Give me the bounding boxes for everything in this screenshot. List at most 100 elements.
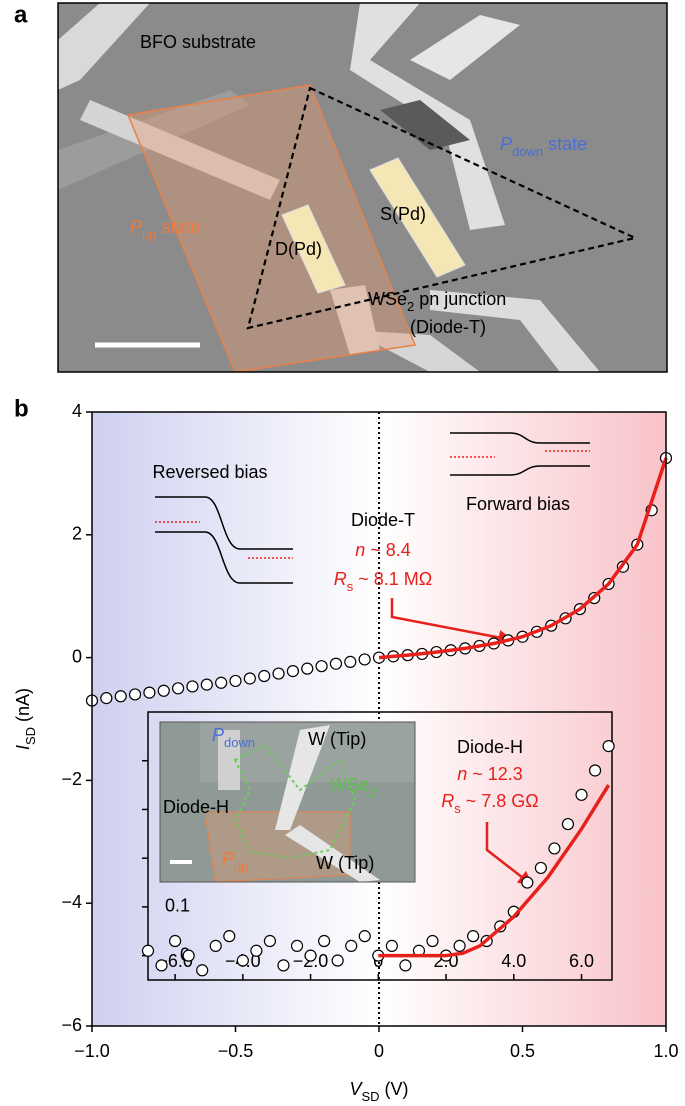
x-tick-label: 4.0 [501, 951, 526, 971]
annotation-part: n [355, 540, 365, 560]
data-point [157, 684, 170, 697]
data-point [548, 842, 561, 855]
micrograph-frame [57, 2, 668, 373]
data-point [575, 788, 588, 801]
data-point [534, 861, 547, 875]
annotation-arrow [390, 598, 534, 886]
data-point [399, 959, 412, 972]
label-part: up [142, 227, 156, 242]
data-point [602, 740, 615, 753]
label-part: P [212, 725, 224, 745]
panel-label: a [14, 1, 28, 28]
data-point [290, 939, 304, 952]
y-tick-label: −2 [61, 769, 82, 789]
inset-micrograph-frame [159, 721, 416, 883]
label-part: pn junction [414, 289, 506, 309]
x-axis-label-part: (V) [380, 1079, 409, 1099]
fit-line [378, 457, 668, 660]
data-point [258, 669, 271, 683]
data-point [172, 682, 185, 695]
label: WSe2 [330, 775, 376, 800]
data-point [250, 944, 263, 957]
y-axis-label: ISD (nA) [13, 688, 38, 750]
label-part: P [130, 217, 142, 237]
data-point [358, 653, 371, 666]
label-part: 2 [369, 785, 376, 800]
x-axis-label-part: SD [361, 1089, 379, 1104]
label-part: state [543, 134, 587, 154]
label: Pdown state [500, 134, 587, 159]
y-axis-label-part: I [13, 745, 33, 750]
x-tick-label: −1.0 [74, 1041, 110, 1061]
y-tick-label: −4 [61, 892, 82, 912]
data-point [100, 692, 113, 705]
label-part: WSe [368, 289, 407, 309]
data-point [318, 934, 331, 948]
data-point [272, 667, 285, 680]
annotation: Reversed bias [152, 462, 267, 482]
annotation-part: s [454, 801, 461, 816]
data-point [521, 876, 534, 889]
annotation: Diode-T [351, 510, 415, 530]
inset-micrograph [160, 722, 415, 882]
annotation-part: ~ 8.1 MΩ [353, 569, 432, 589]
annotation: Rs ~ 8.1 MΩ [334, 569, 433, 594]
data-point [229, 674, 242, 688]
inset-frame [147, 711, 613, 981]
annotation: Diode-H [457, 737, 523, 757]
panel-label: b [14, 395, 29, 422]
label: W (Tip) [316, 853, 374, 873]
plot-frame [91, 411, 667, 1027]
data-point [236, 954, 249, 967]
label-part: state [156, 217, 200, 237]
data-point [344, 655, 357, 668]
data-point [215, 676, 228, 689]
data-point [358, 930, 371, 943]
y-tick-label: 2 [72, 524, 82, 544]
data-point [223, 930, 236, 943]
label-part: 2 [407, 299, 414, 314]
label-part: down [512, 144, 543, 159]
data-point [467, 930, 480, 943]
x-tick-label: 6.0 [569, 951, 594, 971]
label-part: up [234, 859, 248, 874]
label: D(Pd) [275, 239, 322, 259]
annotation-part: ~ 8.4 [365, 540, 411, 560]
fit-line [378, 784, 611, 958]
data-point [301, 662, 314, 675]
label: Pdown [212, 725, 255, 750]
annotation-part: R [334, 569, 347, 589]
data-point [329, 657, 343, 670]
y-tick-label: 0 [72, 646, 82, 666]
annotation: n ~ 8.4 [355, 540, 411, 560]
data-point [331, 954, 344, 967]
y-tick-label: 4 [72, 401, 82, 421]
annotation: Forward bias [466, 494, 570, 514]
data-point [345, 939, 358, 952]
data-point [141, 944, 155, 957]
annotation-part: ~ 12.3 [467, 764, 523, 784]
data-point [426, 934, 439, 948]
annotation-part: n [457, 764, 467, 784]
data-point [200, 678, 213, 691]
label-part: WSe [330, 775, 369, 795]
micrograph [58, 3, 667, 372]
x-axis-label: VSD (V) [349, 1079, 408, 1104]
data-point [155, 959, 168, 972]
label: Diode-H [163, 797, 229, 817]
y-tick-label: −6 [61, 1015, 82, 1035]
data-point [209, 939, 222, 952]
data-point [128, 688, 142, 701]
label: Pup state [130, 217, 201, 242]
data-point [453, 939, 466, 952]
data-point [385, 939, 398, 952]
data-point [263, 934, 277, 948]
label-part: down [224, 735, 255, 750]
data-point [588, 764, 602, 777]
annotation-part: ~ 7.8 GΩ [461, 791, 539, 811]
y-axis-label-part: (nA) [13, 688, 33, 727]
label-part: P [500, 134, 512, 154]
label: S(Pd) [380, 204, 426, 224]
y-axis-label-part: SD [23, 727, 38, 745]
